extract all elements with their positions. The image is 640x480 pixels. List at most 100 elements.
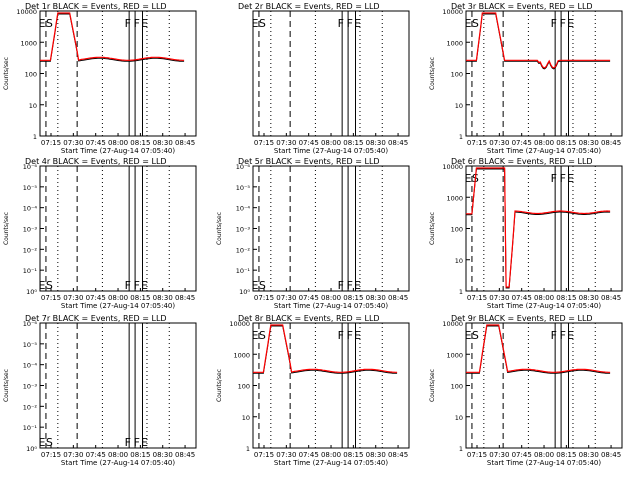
y-tick-label: 100: [451, 226, 463, 234]
event-marker-letter: S: [46, 436, 53, 449]
x-tick-label: 07:45: [299, 139, 319, 147]
event-marker-letter: F: [338, 329, 344, 342]
x-tick-label: 08:30: [579, 294, 599, 302]
x-tick-label: 08:00: [108, 451, 128, 459]
y-tick-label: 10000: [442, 8, 463, 16]
x-tick-label: 08:30: [153, 294, 173, 302]
x-tick-label: 08:45: [601, 139, 621, 147]
plot-frame: [252, 10, 410, 137]
x-tick-label: 08:15: [343, 451, 363, 459]
event-marker-letter: E: [251, 329, 258, 342]
y-tick-label: 10: [455, 414, 463, 422]
x-tick-label: 08:00: [534, 294, 554, 302]
x-tick-label: 07:45: [86, 451, 106, 459]
x-axis-label: Start Time (27-Aug-14 07:05:40): [487, 302, 601, 310]
x-tick-label: 08:30: [579, 451, 599, 459]
x-tick-label: 08:45: [175, 139, 195, 147]
y-tick-label: 1: [459, 288, 463, 296]
x-tick-label: 08:45: [175, 451, 195, 459]
y-tick-label: 10⁻⁴: [236, 205, 251, 213]
y-tick-label: 10⁻⁴: [23, 362, 38, 370]
y-tick-label: 10000: [229, 320, 250, 328]
lld-series-line: [466, 324, 611, 373]
event-marker-letter: F: [125, 279, 131, 292]
y-tick-label: 10: [29, 102, 37, 110]
event-marker-letter: E: [141, 279, 148, 292]
y-tick-label: 1000: [233, 351, 250, 359]
event-marker-letter: E: [354, 279, 361, 292]
y-tick-label: 1: [33, 133, 37, 141]
y-axis-label: Counts/sec: [3, 57, 10, 90]
y-tick-label: 10: [242, 414, 250, 422]
y-axis-label: Counts/sec: [3, 212, 10, 245]
x-tick-label: 07:45: [512, 451, 532, 459]
x-tick-label: 08:00: [108, 294, 128, 302]
x-tick-label: 07:30: [276, 139, 296, 147]
y-axis-label: Counts/sec: [429, 212, 436, 245]
y-tick-label: 10⁻¹: [23, 424, 38, 432]
event-marker-letter: F: [551, 329, 557, 342]
x-tick-label: 08:45: [601, 294, 621, 302]
lld-series-line: [253, 324, 398, 373]
x-axis-label: Start Time (27-Aug-14 07:05:40): [61, 302, 175, 310]
x-tick-label: 08:15: [130, 139, 150, 147]
x-tick-label: 08:30: [579, 139, 599, 147]
y-axis-label: Counts/sec: [3, 369, 10, 402]
event-marker-letter: E: [567, 17, 574, 30]
x-tick-label: 08:00: [321, 294, 341, 302]
y-tick-label: 10⁻⁵: [23, 341, 38, 349]
plot-frame: [39, 10, 197, 137]
event-marker-letter: F: [338, 17, 344, 30]
x-tick-label: 08:30: [366, 451, 386, 459]
y-tick-label: 100: [451, 383, 463, 391]
y-tick-label: 10⁰: [26, 445, 37, 453]
x-tick-label: 07:30: [63, 294, 83, 302]
plot-frame: [465, 165, 623, 292]
chart-panel-5: Det 5r BLACK = Events, RED = LLD Counts/s…: [216, 157, 410, 310]
y-tick-label: 10000: [442, 163, 463, 171]
chart-panel-4: Det 4r BLACK = Events, RED = LLD Counts/s…: [3, 157, 197, 310]
x-tick-label: 07:45: [86, 139, 106, 147]
x-axis-label: Start Time (27-Aug-14 07:05:40): [487, 459, 601, 467]
chart-panel-8: Det 8r BLACK = Events, RED = LLD Counts/s…: [216, 314, 410, 467]
y-tick-label: 10⁻⁵: [23, 184, 38, 192]
x-tick-label: 08:00: [321, 451, 341, 459]
x-tick-label: 08:30: [153, 451, 173, 459]
event-marker-letter: F: [347, 17, 353, 30]
lld-series-line: [466, 12, 611, 69]
event-marker-letter: F: [560, 17, 566, 30]
y-tick-label: 10: [455, 257, 463, 265]
event-marker-letter: F: [338, 279, 344, 292]
x-tick-label: 08:00: [534, 139, 554, 147]
x-tick-label: 07:15: [254, 139, 274, 147]
event-marker-letter: S: [259, 17, 266, 30]
event-marker-letter: F: [134, 17, 140, 30]
x-tick-label: 08:15: [130, 451, 150, 459]
event-marker-letter: E: [251, 279, 258, 292]
event-marker-letter: F: [560, 172, 566, 185]
x-tick-label: 08:45: [175, 294, 195, 302]
y-tick-label: 10⁰: [26, 288, 37, 296]
y-tick-label: 1000: [446, 194, 463, 202]
plot-frame: [39, 165, 197, 292]
events-series-line: [40, 13, 185, 62]
y-tick-label: 1000: [20, 39, 37, 47]
event-marker-letter: E: [567, 329, 574, 342]
event-marker-letter: E: [464, 329, 471, 342]
event-marker-letter: F: [347, 329, 353, 342]
chart-title: Det 1r BLACK = Events, RED = LLD: [25, 2, 167, 11]
plot-frame: [39, 322, 197, 449]
x-tick-label: 08:15: [343, 139, 363, 147]
y-tick-label: 1: [459, 445, 463, 453]
event-marker-letter: E: [464, 17, 471, 30]
x-tick-label: 07:30: [276, 451, 296, 459]
y-tick-label: 10⁰: [239, 288, 250, 296]
y-tick-label: 1000: [446, 39, 463, 47]
chart-title: Det 2r BLACK = Events, RED = LLD: [238, 2, 380, 11]
x-tick-label: 08:30: [366, 139, 386, 147]
x-tick-label: 07:45: [299, 451, 319, 459]
y-tick-label: 10⁻⁶: [23, 320, 38, 328]
events-series-line: [253, 325, 398, 374]
